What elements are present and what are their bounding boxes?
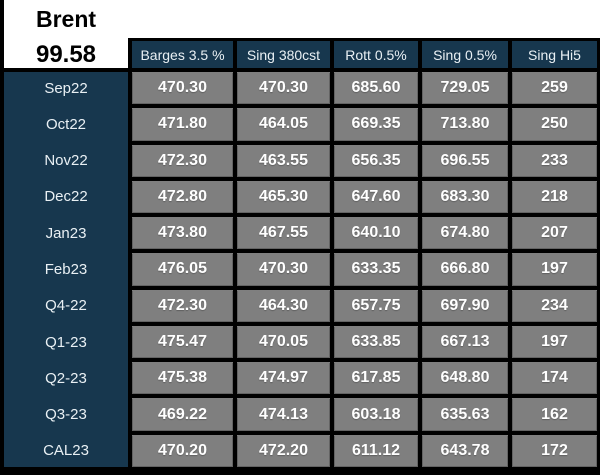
price-cell[interactable]: 648.80	[422, 362, 508, 395]
column-header-5[interactable]: Sing Hi5	[512, 41, 597, 68]
row-label[interactable]: Q3-23	[45, 406, 87, 424]
price-cell[interactable]: 472.80	[132, 180, 233, 214]
price-cell[interactable]: 475.38	[132, 362, 233, 395]
row-label[interactable]: Nov22	[44, 152, 88, 170]
price-cell[interactable]: 729.05	[422, 72, 508, 105]
price-cell[interactable]: 633.35	[334, 253, 418, 286]
price-cell[interactable]: 635.63	[422, 398, 508, 431]
price-cell[interactable]: 657.75	[334, 289, 418, 322]
left-border-strip	[0, 0, 4, 475]
price-cell[interactable]: 463.55	[237, 144, 330, 177]
price-cell[interactable]: 470.05	[237, 325, 330, 359]
price-cell[interactable]: 464.05	[237, 108, 330, 141]
instrument-name-cell[interactable]: Brent	[35, 5, 97, 32]
price-cell[interactable]: 207	[512, 217, 597, 250]
price-cell[interactable]: 674.80	[422, 217, 508, 250]
brent-price-cell[interactable]: 99.58	[4, 41, 128, 68]
column-header-1[interactable]: Barges 3.5 %	[132, 41, 233, 68]
row-label[interactable]: Q1-23	[45, 333, 87, 351]
price-cell[interactable]: 603.18	[334, 398, 418, 431]
price-cell[interactable]: 640.10	[334, 217, 418, 250]
row-label[interactable]: Sep22	[44, 79, 88, 97]
row-label-column: Sep22 Oct22 Nov22 Dec22 Jan23 Feb23 Q4-22 Q1-23…	[4, 72, 128, 467]
price-cell[interactable]: 633.85	[334, 325, 418, 359]
price-cell[interactable]: 197	[512, 253, 597, 286]
price-cell[interactable]: 474.97	[237, 362, 330, 395]
price-cell[interactable]: 234	[512, 289, 597, 322]
price-cell[interactable]: 656.35	[334, 144, 418, 177]
price-cell[interactable]: 666.80	[422, 253, 508, 286]
price-cell[interactable]: 197	[512, 325, 597, 359]
price-cell[interactable]: 667.13	[422, 325, 508, 359]
price-cell[interactable]: 474.13	[237, 398, 330, 431]
row-label[interactable]: Q2-23	[45, 369, 87, 387]
row-label[interactable]: Q4-22	[45, 297, 87, 315]
price-cell[interactable]: 472.30	[132, 144, 233, 177]
price-cell[interactable]: 472.20	[237, 434, 330, 467]
price-cell[interactable]: 467.55	[237, 217, 330, 250]
price-cell[interactable]: 465.30	[237, 180, 330, 214]
price-cell[interactable]: 472.30	[132, 289, 233, 322]
price-cell[interactable]: 617.85	[334, 362, 418, 395]
row-label[interactable]: CAL23	[43, 442, 89, 460]
price-cell[interactable]: 470.30	[237, 72, 330, 105]
price-cell[interactable]: 476.05	[132, 253, 233, 286]
price-cell[interactable]: 470.30	[237, 253, 330, 286]
price-cell[interactable]: 611.12	[334, 434, 418, 467]
price-cell[interactable]: 683.30	[422, 180, 508, 214]
price-cell[interactable]: 647.60	[334, 180, 418, 214]
price-cell[interactable]: 713.80	[422, 108, 508, 141]
price-cell[interactable]: 469.22	[132, 398, 233, 431]
price-cell[interactable]: 162	[512, 398, 597, 431]
price-cell[interactable]: 174	[512, 362, 597, 395]
price-cell[interactable]: 669.35	[334, 108, 418, 141]
price-cell[interactable]: 643.78	[422, 434, 508, 467]
row-label[interactable]: Feb23	[44, 260, 88, 278]
price-table: 99.58 Sep22 Oct22 Nov22 Dec22 Jan23 Feb23 Q4-2…	[0, 38, 600, 475]
price-cell[interactable]: 464.30	[237, 289, 330, 322]
price-cell[interactable]: 475.47	[132, 325, 233, 359]
column-header-2[interactable]: Sing 380cst	[237, 41, 330, 68]
row-label[interactable]: Jan23	[45, 224, 87, 242]
title-area: Brent	[4, 0, 128, 38]
price-cell[interactable]: 250	[512, 108, 597, 141]
price-cell[interactable]: 259	[512, 72, 597, 105]
column-header-3[interactable]: Rott 0.5%	[334, 41, 418, 68]
price-cell[interactable]: 685.60	[334, 72, 418, 105]
price-cell[interactable]: 218	[512, 180, 597, 214]
column-header-4[interactable]: Sing 0.5%	[422, 41, 508, 68]
price-cell[interactable]: 172	[512, 434, 597, 467]
price-cell[interactable]: 696.55	[422, 144, 508, 177]
price-cell[interactable]: 471.80	[132, 108, 233, 141]
price-cell[interactable]: 470.20	[132, 434, 233, 467]
row-label[interactable]: Oct22	[45, 115, 87, 133]
price-cell[interactable]: 470.30	[132, 72, 233, 105]
price-cell[interactable]: 473.80	[132, 217, 233, 250]
row-label[interactable]: Dec22	[44, 188, 88, 206]
price-cell[interactable]: 233	[512, 144, 597, 177]
price-cell[interactable]: 697.90	[422, 289, 508, 322]
